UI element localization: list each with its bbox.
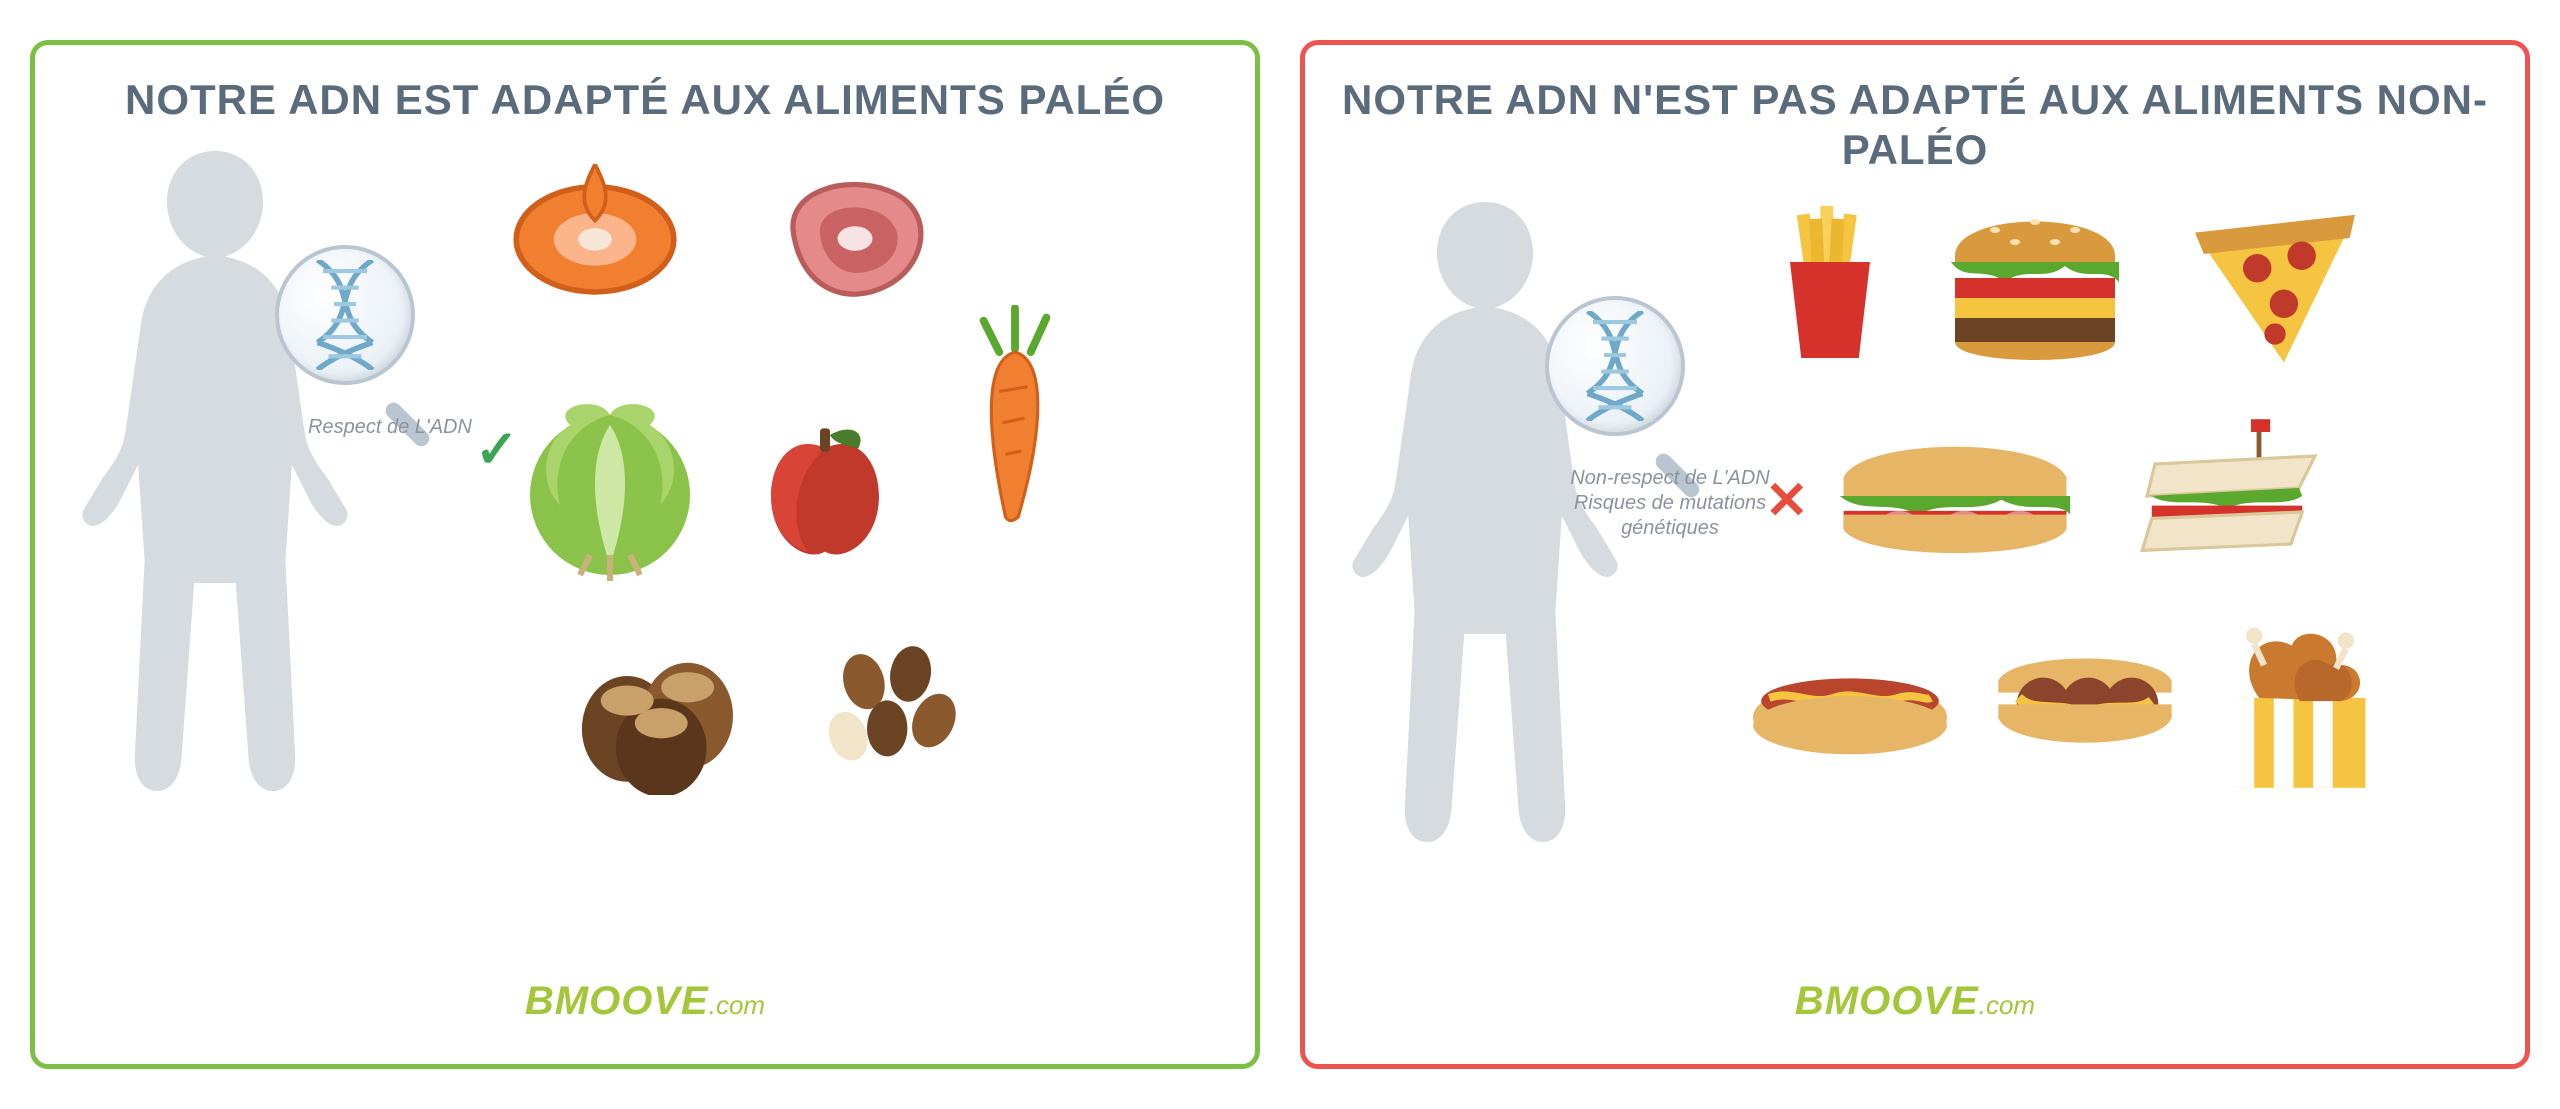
food-chicken-icon bbox=[2215, 616, 2385, 796]
food-fries-icon bbox=[1765, 206, 1895, 366]
food-nuts-icon bbox=[565, 625, 765, 795]
brand-paleo: BMOOVE.com bbox=[55, 979, 1235, 1044]
content-paleo: Respect de L'ADN ✓ bbox=[55, 135, 1235, 979]
food-meatball-icon bbox=[1985, 626, 2185, 776]
brand-name: BMOOVE bbox=[1795, 979, 1979, 1023]
food-lettuce-icon bbox=[505, 385, 715, 585]
brand-suffix: .com bbox=[709, 990, 765, 1020]
food-carrot-icon bbox=[955, 305, 1075, 525]
food-hotdog-icon bbox=[1745, 626, 1955, 776]
content-nonpaleo: Non-respect de L'ADN Risques de mutation… bbox=[1325, 186, 2505, 979]
food-burger-icon bbox=[1935, 186, 2135, 366]
human-silhouette-icon bbox=[55, 135, 375, 855]
panel-paleo: NOTRE ADN EST ADAPTÉ AUX ALIMENTS PALÉO bbox=[30, 40, 1260, 1069]
food-sub-icon bbox=[1825, 416, 2085, 576]
panel-title-nonpaleo: NOTRE ADN N'EST PAS ADAPTÉ AUX ALIMENTS … bbox=[1325, 75, 2505, 176]
brand-name: BMOOVE bbox=[525, 979, 709, 1023]
food-area-paleo bbox=[375, 135, 1235, 979]
human-silhouette-icon bbox=[1325, 186, 1645, 906]
food-apple-icon bbox=[755, 415, 895, 565]
food-clubsand-icon bbox=[2125, 416, 2345, 576]
food-steak-icon bbox=[755, 165, 955, 305]
brand-nonpaleo: BMOOVE.com bbox=[1325, 979, 2505, 1044]
food-salmon-icon bbox=[495, 155, 695, 305]
silhouette-nonpaleo bbox=[1325, 186, 1645, 906]
panel-title-paleo: NOTRE ADN EST ADAPTÉ AUX ALIMENTS PALÉO bbox=[55, 75, 1235, 125]
food-area-nonpaleo bbox=[1645, 186, 2505, 979]
food-pizza-icon bbox=[2175, 206, 2375, 366]
brand-suffix: .com bbox=[1979, 990, 2035, 1020]
panel-nonpaleo: NOTRE ADN N'EST PAS ADAPTÉ AUX ALIMENTS … bbox=[1300, 40, 2530, 1069]
silhouette-paleo bbox=[55, 135, 375, 855]
food-seeds-icon bbox=[815, 635, 975, 775]
